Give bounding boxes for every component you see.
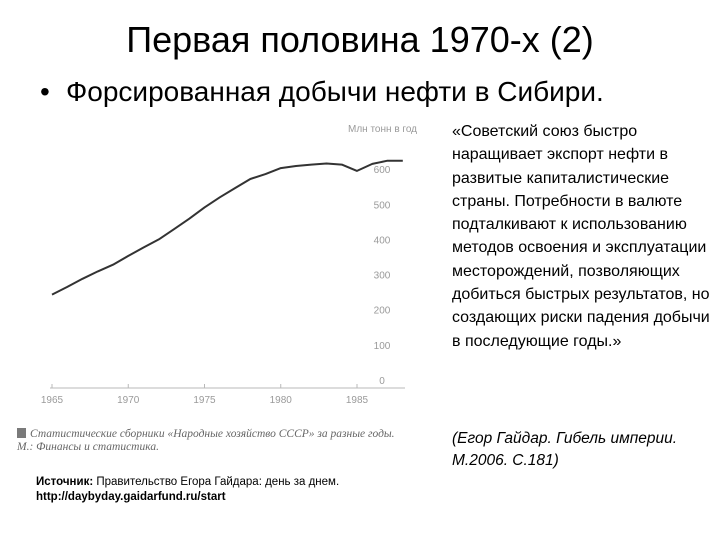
x-tick-label: 1980	[270, 395, 293, 406]
bullet-item: • Форсированная добычи нефти в Сибири.	[40, 75, 604, 109]
oil-production-chart: Млн тонн в год 1965 1970 1975 1980 1985 0 100…	[10, 118, 445, 423]
y-tick-label: 600	[374, 165, 391, 176]
x-axis-ticks: 1965 1970 1975 1980 1985	[41, 395, 369, 406]
statistics-note: Статистические сборники «Народные хозяйс…	[17, 428, 447, 454]
book-icon	[17, 428, 26, 438]
y-axis-ticks: 0 100 200 300 400 500 600	[374, 165, 391, 387]
source-text: Правительство Егора Гайдара: день за дне…	[93, 476, 340, 488]
source-url[interactable]: http://daybyday.gaidarfund.ru/start	[36, 491, 226, 503]
slide-title: Первая половина 1970-х (2)	[126, 19, 594, 60]
statistics-note-text: Статистические сборники «Народные хозяйс…	[30, 428, 395, 440]
y-tick-label: 400	[374, 235, 391, 246]
x-tick-label: 1975	[193, 395, 216, 406]
statistics-note-line-2: М.: Финансы и статистика.	[17, 441, 159, 453]
bullet-text: Форсированная добычи нефти в Сибири.	[66, 76, 604, 107]
y-tick-label: 200	[374, 306, 391, 317]
x-tick-label: 1970	[117, 395, 140, 406]
oil-production-line	[51, 159, 403, 296]
source-label: Источник:	[36, 476, 94, 488]
source-block: Источник: Правительство Егора Гайдара: д…	[36, 475, 339, 505]
bullet-icon: •	[40, 76, 50, 107]
y-tick-label: 0	[379, 376, 385, 387]
chart-svg: Млн тонн в год 1965 1970 1975 1980 1985 0 100…	[41, 124, 417, 406]
x-tick-label: 1965	[41, 395, 64, 406]
quote-author: (Егор Гайдар. Гибель империи. М.2006. С.…	[452, 430, 678, 469]
y-tick-label: 100	[374, 341, 391, 352]
quote-text: «Советский союз быстро наращивает экспор…	[452, 123, 710, 350]
y-axis-unit-label: Млн тонн в год	[348, 124, 417, 135]
source-line: Источник: Правительство Егора Гайдара: д…	[36, 475, 339, 490]
y-tick-label: 300	[374, 271, 391, 282]
x-axis-tick-marks	[51, 384, 358, 388]
x-tick-label: 1985	[346, 395, 369, 406]
statistics-note-line-1: Статистические сборники «Народные хозяйс…	[17, 428, 447, 441]
y-tick-label: 500	[374, 200, 391, 211]
